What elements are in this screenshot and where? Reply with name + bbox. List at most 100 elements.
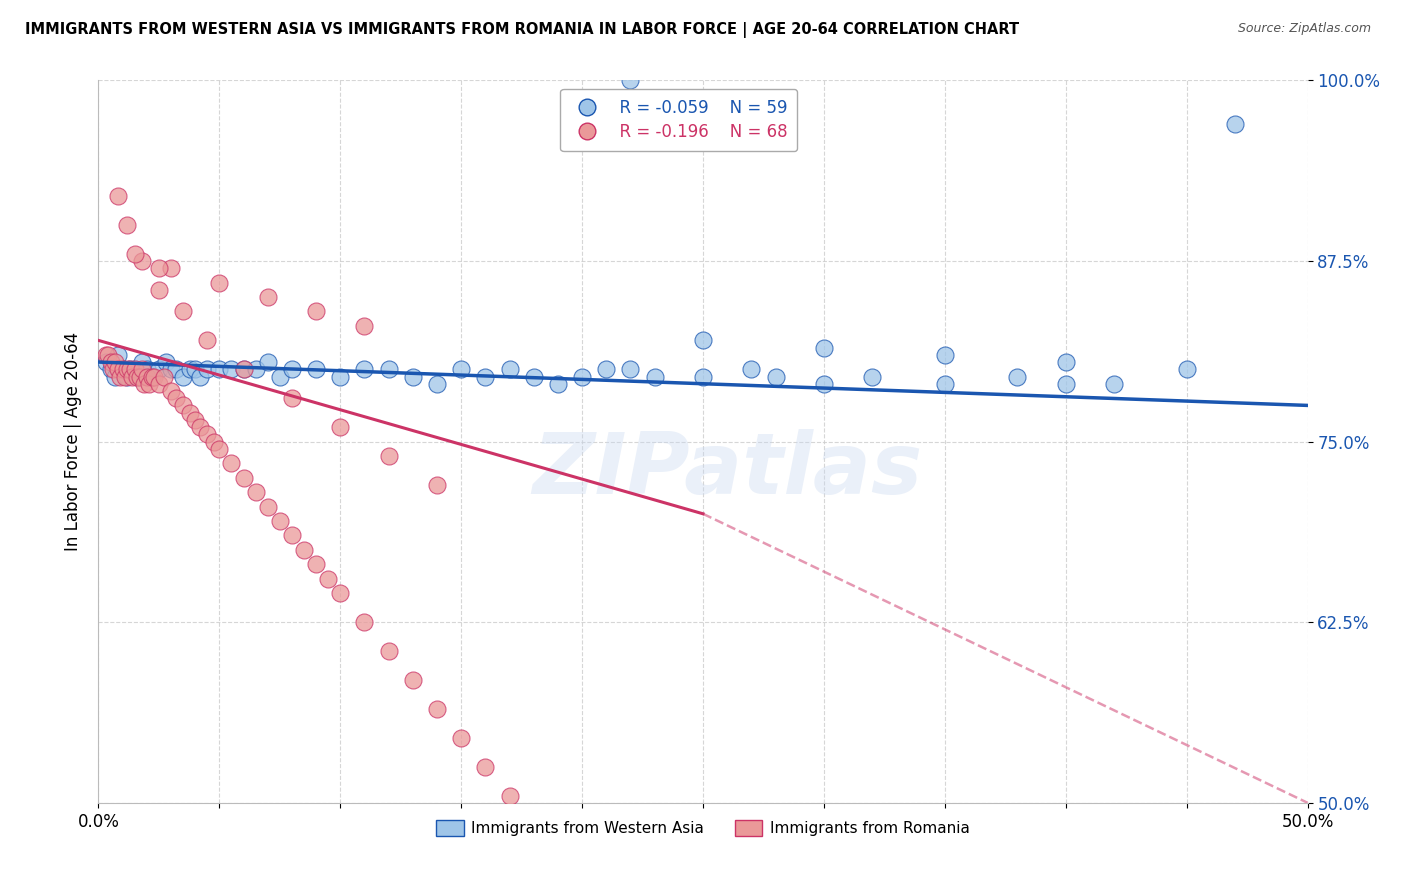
Point: [124, 362, 146, 376]
Point: [107, 348, 129, 362]
Point: [523, 810, 546, 824]
Point: [208, 276, 231, 290]
Point: [474, 369, 496, 384]
Point: [1007, 369, 1029, 384]
Point: [188, 420, 211, 434]
Point: [107, 189, 129, 203]
Point: [117, 362, 139, 376]
Point: [245, 485, 267, 500]
Point: [148, 362, 170, 376]
Point: [1054, 355, 1077, 369]
Point: [118, 362, 141, 376]
Point: [117, 369, 139, 384]
Point: [619, 362, 641, 376]
Point: [160, 261, 183, 276]
Point: [172, 369, 194, 384]
Point: [402, 673, 425, 687]
Point: [269, 369, 291, 384]
Point: [148, 261, 170, 276]
Point: [128, 369, 150, 384]
Point: [1175, 362, 1198, 376]
Point: [114, 369, 136, 384]
Text: ZIPatlas: ZIPatlas: [531, 429, 922, 512]
Point: [813, 341, 835, 355]
Point: [813, 376, 835, 391]
Point: [124, 362, 146, 376]
Point: [172, 304, 194, 318]
Point: [269, 514, 291, 528]
Point: [111, 362, 134, 376]
Point: [245, 362, 267, 376]
Point: [101, 362, 124, 376]
Point: [118, 362, 141, 376]
Point: [208, 362, 231, 376]
Point: [329, 586, 352, 600]
Point: [692, 334, 714, 348]
Point: [450, 731, 472, 745]
Point: [131, 362, 153, 376]
Point: [619, 73, 641, 87]
Point: [143, 369, 166, 384]
Y-axis label: In Labor Force | Age 20-64: In Labor Force | Age 20-64: [63, 332, 82, 551]
Point: [1223, 117, 1246, 131]
Point: [498, 362, 520, 376]
Point: [104, 355, 127, 369]
Point: [127, 369, 149, 384]
Point: [316, 572, 339, 586]
Point: [571, 369, 593, 384]
Point: [329, 369, 352, 384]
Point: [104, 369, 127, 384]
Point: [141, 369, 163, 384]
Point: [141, 369, 163, 384]
Point: [160, 384, 183, 398]
Point: [100, 362, 122, 376]
Point: [188, 369, 211, 384]
Point: [305, 362, 328, 376]
Point: [204, 434, 226, 449]
Point: [195, 334, 218, 348]
Point: [329, 420, 352, 434]
Point: [172, 398, 194, 412]
Point: [377, 362, 399, 376]
Point: [131, 355, 153, 369]
Point: [934, 376, 956, 391]
Point: [547, 376, 569, 391]
Point: [256, 290, 278, 304]
Point: [426, 702, 449, 716]
Point: [195, 427, 218, 442]
Point: [195, 362, 218, 376]
Point: [292, 542, 315, 557]
Point: [108, 369, 131, 384]
Point: [426, 376, 449, 391]
Point: [111, 362, 134, 376]
Point: [353, 362, 375, 376]
Point: [148, 376, 170, 391]
Point: [160, 362, 183, 376]
Point: [498, 789, 520, 803]
Point: [135, 369, 157, 384]
Point: [256, 355, 278, 369]
Point: [97, 348, 120, 362]
Point: [281, 362, 304, 376]
Point: [740, 362, 762, 376]
Point: [692, 369, 714, 384]
Text: IMMIGRANTS FROM WESTERN ASIA VS IMMIGRANTS FROM ROMANIA IN LABOR FORCE | AGE 20-: IMMIGRANTS FROM WESTERN ASIA VS IMMIGRAN…: [25, 22, 1019, 38]
Point: [232, 362, 254, 376]
Point: [426, 478, 449, 492]
Point: [860, 369, 883, 384]
Point: [165, 391, 187, 405]
Point: [377, 449, 399, 463]
Point: [1102, 376, 1125, 391]
Point: [124, 246, 146, 260]
Point: [134, 376, 156, 391]
Point: [221, 456, 243, 470]
Point: [152, 369, 174, 384]
Point: [765, 369, 787, 384]
Point: [155, 355, 177, 369]
Point: [377, 644, 399, 658]
Point: [353, 615, 375, 630]
Point: [184, 413, 207, 427]
Point: [305, 558, 328, 572]
Point: [1054, 376, 1077, 391]
Point: [474, 759, 496, 773]
